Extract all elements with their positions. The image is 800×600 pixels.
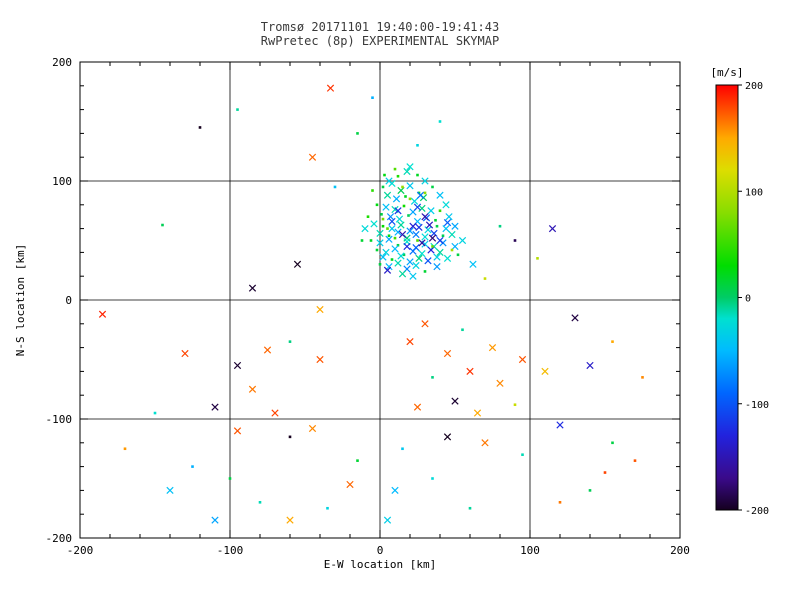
svg-text:-200: -200 — [745, 506, 769, 517]
colorbar: 200 100 0 -100 -200 [m/s] — [710, 66, 769, 517]
colorbar-label: [m/s] — [710, 66, 743, 79]
plot-title: Tromsø 20171101 19:40:00-19:41:43 — [260, 20, 500, 34]
x-axis-label: E-W location [km] — [324, 558, 437, 571]
svg-text:-200: -200 — [67, 544, 94, 557]
plot-titles: Tromsø 20171101 19:40:00-19:41:43 RwPret… — [80, 20, 680, 48]
svg-text:200: 200 — [745, 81, 763, 92]
svg-text:-100: -100 — [46, 413, 73, 426]
grid-lines — [80, 62, 680, 538]
svg-text:200: 200 — [52, 56, 72, 69]
svg-text:-100: -100 — [217, 544, 244, 557]
svg-text:-100: -100 — [745, 400, 769, 411]
scatter-points — [98, 84, 644, 524]
tick-labels: -200 -100 0 100 200 -200 -100 0 100 200 — [46, 56, 690, 557]
svg-text:100: 100 — [52, 175, 72, 188]
svg-text:100: 100 — [520, 544, 540, 557]
plot-subtitle: RwPretec (8p) EXPERIMENTAL SKYMAP — [260, 34, 500, 48]
svg-text:-200: -200 — [46, 532, 73, 545]
svg-text:0: 0 — [377, 544, 384, 557]
svg-text:0: 0 — [745, 294, 751, 305]
svg-text:200: 200 — [670, 544, 690, 557]
y-axis-label: N-S location [km] — [14, 244, 27, 357]
svg-text:0: 0 — [65, 294, 72, 307]
svg-text:100: 100 — [745, 187, 763, 198]
axis-ticks — [79, 61, 681, 539]
